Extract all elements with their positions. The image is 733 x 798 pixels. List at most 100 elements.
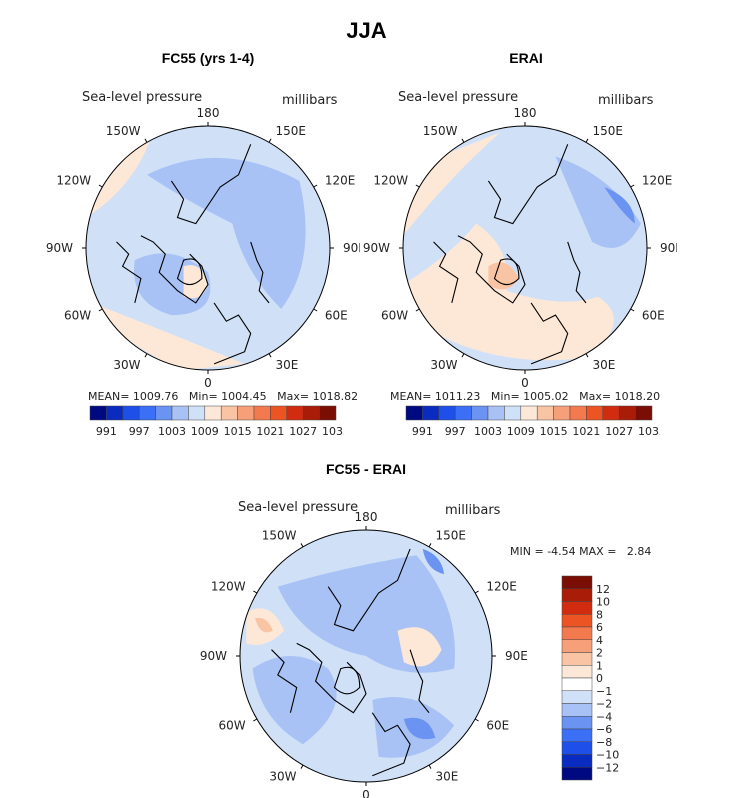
cbar1-swatch-10 [253, 405, 271, 421]
map2-coastline-2 [530, 302, 569, 365]
map2-lon-label-11: 150W [423, 124, 458, 138]
map1-field [86, 126, 330, 370]
panel3-units: millibars [445, 503, 501, 518]
map3-lon-tick-10 [253, 590, 258, 594]
map3-lon-tick-5 [428, 764, 432, 769]
map2-lon-label-2: 120E [642, 174, 673, 188]
map1-coastline-0 [170, 144, 252, 225]
map3-lon-tick-4 [474, 718, 479, 722]
map2-field [403, 126, 647, 370]
cbar2-tick-1: 997 [445, 425, 466, 438]
map1-lon-tick-1 [268, 138, 272, 143]
map3-coastline-2 [371, 712, 411, 777]
cbar1-swatch-2 [122, 405, 140, 421]
map1-lon-label-8: 60W [64, 309, 91, 323]
panel3-map: 180 150E 120E 90E 60E 30E 0 30W 60W 90W 120W 150W [200, 510, 528, 798]
map1-lon-tick-8 [98, 308, 103, 312]
cbar1-swatch-9 [237, 405, 255, 421]
panel3-min: -4.54 [547, 545, 576, 558]
map3-coastline-4 [271, 649, 298, 713]
panel3-max-label: MAX = [579, 545, 617, 558]
map3-coastline-0 [327, 548, 411, 632]
cbar2-swatch-12 [602, 405, 620, 421]
cbar2-swatch-2 [438, 405, 456, 421]
cbar3-swatch-0 [561, 575, 593, 589]
panel1-stats: MEAN= 1009.76 Min= 1004.45 Max= 1018.82 [88, 390, 358, 403]
cbar3-tick-8: −1 [596, 685, 612, 698]
map1-lon-label-7: 30W [113, 358, 140, 372]
map1-lon-label-10: 120W [56, 174, 91, 188]
map1-lon-label-11: 150W [106, 124, 141, 138]
panel2-min: 1005.02 [523, 390, 569, 403]
map1-lon-tick-7 [144, 353, 148, 358]
cbar3-tick-2: 8 [596, 608, 603, 621]
panel1-title: FC55 (yrs 1-4) [161, 50, 255, 66]
cbar3-tick-10: −4 [596, 710, 612, 723]
map1-coastline-4 [116, 241, 142, 304]
map1-field-region-3 [147, 157, 306, 309]
map3-lon-label-4: 60E [486, 719, 509, 733]
cbar3-swatch-3 [561, 614, 593, 628]
panel2-max: 1018.20 [614, 390, 661, 403]
map1-lon-tick-10 [98, 184, 103, 188]
map3-lon-label-11: 150W [262, 529, 297, 543]
panel2-map: 180 150E 120E 90E 60E 30E 0 30W 60W 90W 120W 150W [363, 106, 677, 390]
map1-lon-label-5: 30E [276, 358, 299, 372]
cbar3-swatch-2 [561, 601, 593, 615]
panel3-stats: MIN = -4.54 MAX = 2.84 [510, 545, 651, 558]
main-title: JJA [346, 18, 387, 43]
cbar3-tick-4: 4 [596, 634, 603, 647]
map1-lon-tick-5 [268, 353, 272, 358]
cbar2-tick-0: 991 [412, 425, 433, 438]
cbar3-tick-13: −10 [596, 749, 619, 762]
panel3-field-label: Sea-level pressure [238, 500, 359, 515]
map3-lon-label-5: 30E [436, 769, 459, 783]
cbar2-swatch-6 [504, 405, 522, 421]
map3-lon-tick-8 [253, 718, 258, 722]
cbar1-swatch-0 [89, 405, 107, 421]
map2-coastline-3 [567, 241, 587, 304]
cbar1-tick-0: 991 [96, 425, 117, 438]
map2-lon-label-9: 90W [363, 241, 390, 255]
cbar1-swatch-4 [155, 405, 173, 421]
panel3-min-label: MIN = [510, 545, 544, 558]
cbar2-swatch-8 [536, 405, 554, 421]
panel1-colorbar: 991 997 1003 1009 1015 1021 1027 1033 [89, 405, 344, 438]
panel2-max-label: Max= [579, 390, 612, 403]
map2-lon-tick-8 [415, 308, 420, 312]
cbar2-swatch-5 [487, 405, 505, 421]
cbar1-swatch-12 [286, 405, 304, 421]
cbar2-swatch-10 [569, 405, 587, 421]
map1-coastline-3 [250, 241, 270, 304]
cbar3-swatch-8 [561, 677, 593, 691]
panel2-units: millibars [598, 93, 654, 108]
map3-lon-label-3: 90E [505, 649, 528, 663]
map1-lon-label-1: 150E [276, 124, 307, 138]
map3-lon-label-7: 30W [269, 769, 296, 783]
panel2-field-label: Sea-level pressure [398, 90, 519, 105]
panel3-max: 2.84 [626, 545, 652, 558]
cbar3-swatch-6 [561, 652, 593, 666]
panel2-colorbar: 991 997 1003 1009 1015 1021 1027 1033 [405, 405, 660, 438]
map2-lon-tick-2 [630, 184, 635, 188]
map2-field-region-3 [488, 262, 519, 290]
map2-coastline-5 [493, 258, 520, 286]
cbar3-tick-14: −12 [596, 761, 619, 774]
map3-lon-label-8: 60W [218, 719, 245, 733]
panel2-stats: MEAN= 1011.23 Min= 1005.02 Max= 1018.20 [390, 390, 660, 403]
cbar3-swatch-10 [561, 703, 593, 717]
map3-lon-tick-2 [474, 590, 479, 594]
map3-lon-label-6: 0 [362, 788, 370, 798]
cbar1-tick-7: 1033 [322, 425, 344, 438]
cbar1-tick-4: 1015 [224, 425, 252, 438]
map1-lon-tick-2 [313, 184, 318, 188]
map2-lon-label-0: 180 [514, 106, 537, 120]
map2-lon-label-6: 0 [521, 376, 529, 390]
cbar2-swatch-4 [471, 405, 489, 421]
map3-coastline-5 [333, 666, 361, 695]
panel1-mean-label: MEAN= [88, 390, 130, 403]
map2-lon-tick-10 [415, 184, 420, 188]
cbar2-swatch-13 [618, 405, 636, 421]
cbar1-tick-1: 997 [129, 425, 150, 438]
